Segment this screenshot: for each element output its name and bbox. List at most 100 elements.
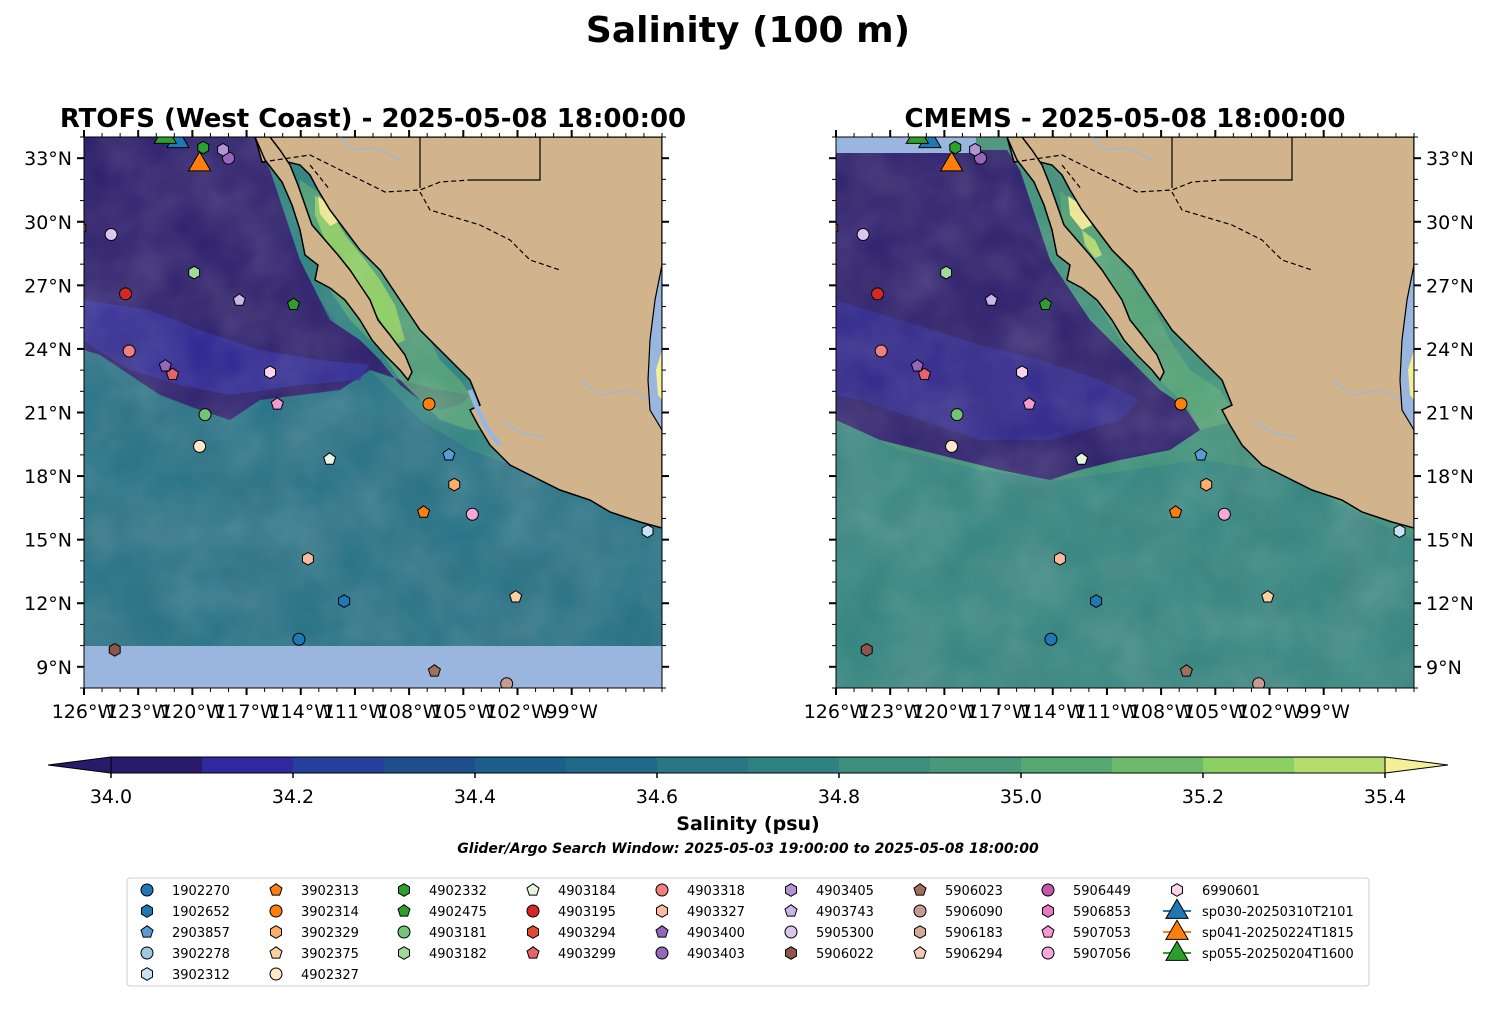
se-high-salinity — [1408, 350, 1414, 400]
legend-marker — [1165, 919, 1189, 940]
x-tick-label: 111°W — [323, 701, 388, 723]
x-tick-label: 117°W — [214, 701, 279, 723]
map-area — [836, 137, 1414, 688]
marker-4903327 — [302, 551, 314, 566]
legend-marker — [397, 925, 411, 939]
legend-item: 2903857 — [140, 925, 230, 941]
legend-item: 4903182 — [398, 946, 487, 962]
legend-marker — [914, 925, 926, 939]
search-window-label: Glider/Argo Search Window: 2025-05-03 19… — [457, 841, 1039, 857]
x-tick-label: 114°W — [1020, 701, 1085, 723]
x-tick-label: 126°W — [804, 701, 869, 723]
legend-label: 1902652 — [172, 905, 230, 920]
legend-item: sp030-20250310T2101 — [1163, 898, 1354, 920]
marker-3902278 — [665, 527, 677, 539]
marker-4903184 — [1075, 452, 1089, 465]
colorbar-segment — [930, 757, 1022, 773]
x-tick-label: 117°W — [966, 701, 1031, 723]
legend-label: 3902314 — [301, 905, 359, 920]
legend-item: 5906853 — [1042, 904, 1131, 920]
legend-item: 6990601 — [1171, 883, 1260, 899]
legend-marker — [913, 946, 927, 959]
colorbar-segment — [1021, 757, 1113, 773]
legend-label: sp030-20250310T2101 — [1202, 905, 1354, 920]
y-tick-label: 9°N — [36, 657, 72, 679]
marker-5907056 — [465, 507, 479, 521]
legend-marker — [397, 904, 411, 917]
marker-3902314 — [1174, 397, 1188, 411]
x-tick-label: 102°W — [485, 701, 550, 723]
marker-4903182 — [940, 265, 953, 280]
y-tick-label: 33°N — [1426, 148, 1474, 170]
marker-4903195 — [119, 287, 133, 301]
legend-item: 4903743 — [784, 904, 874, 920]
colorbar-tick-label: 34.2 — [272, 786, 314, 808]
marker-sp055-20250204T1600 — [153, 137, 178, 144]
x-tick-label: 111°W — [1075, 701, 1140, 723]
marker-4903195 — [871, 287, 885, 301]
legend-label: 5906294 — [945, 947, 1003, 962]
x-tick-label: 120°W — [160, 701, 225, 723]
colorbar-segment — [384, 757, 476, 773]
legend-item: 4903405 — [785, 883, 874, 899]
colorbar-tick-label: 35.2 — [1182, 786, 1224, 808]
legend-label: 6990601 — [1202, 884, 1260, 899]
legend-marker — [655, 946, 669, 960]
marker-4903327 — [1054, 551, 1066, 566]
legend-marker — [269, 904, 283, 918]
marker-1902270 — [292, 632, 306, 646]
legend-frame — [126, 877, 1370, 987]
legend-marker — [785, 883, 797, 897]
marker-sp041-20250224T1815 — [187, 150, 212, 172]
legend: 1902270 1902652 2903857 3902278 3902312 39023… — [126, 877, 1370, 987]
marker-3902329 — [1200, 477, 1213, 492]
legend-label: 5906449 — [1073, 884, 1131, 899]
legend-label: 3902278 — [172, 947, 230, 962]
x-tick-label: 108°W — [1129, 701, 1194, 723]
marker-1902652 — [338, 594, 351, 608]
legend-marker — [398, 946, 410, 960]
x-tick-label: 120°W — [912, 701, 977, 723]
legend-item: sp055-20250204T1600 — [1163, 940, 1354, 962]
colorbar-segment — [839, 757, 931, 773]
legend-item: 3902314 — [269, 904, 359, 920]
colorbar-segment — [475, 757, 567, 773]
rivers — [339, 137, 651, 439]
legend-marker — [140, 925, 154, 938]
marker-3902375 — [509, 589, 523, 603]
legend-label: 5905300 — [816, 926, 874, 941]
marker-3902314 — [422, 397, 436, 411]
state-borders — [1013, 154, 1313, 271]
legend-marker — [526, 883, 540, 896]
marker-4902475 — [286, 297, 301, 310]
y-tick-label: 15°N — [1426, 530, 1474, 552]
legend-label: 4903327 — [687, 905, 745, 920]
land-baja — [254, 137, 413, 382]
colorbar-tick-label: 34.0 — [90, 786, 132, 808]
legend-label: 1902270 — [172, 884, 230, 899]
legend-label: 4903400 — [687, 926, 745, 941]
land-baja — [1006, 137, 1165, 382]
legend-item: 4902327 — [269, 967, 359, 983]
legend-item: 4902475 — [397, 904, 487, 920]
rivers — [1091, 137, 1403, 439]
marker-2903857 — [442, 447, 456, 461]
legend-item: 5906449 — [1041, 883, 1131, 899]
colorbar-tick-label: 34.4 — [454, 786, 496, 808]
marker-5906090 — [500, 677, 514, 688]
map-area — [84, 137, 677, 688]
legend-marker — [141, 967, 153, 981]
legend-item: 4903327 — [656, 904, 745, 920]
y-tick-label: 9°N — [1426, 657, 1462, 679]
marker-4902332 — [197, 140, 210, 155]
legend-marker — [269, 883, 283, 896]
colorbar-extend-high — [1384, 756, 1449, 774]
colorbar-tick-label: 34.6 — [636, 786, 678, 808]
y-tick-label: 27°N — [1426, 275, 1474, 297]
legend-label: 5906853 — [1073, 905, 1131, 920]
legend-items: 1902270 1902652 2903857 3902278 3902312 39023… — [140, 883, 1354, 983]
legend-label: 3902312 — [172, 968, 230, 983]
legend-marker — [1165, 898, 1189, 919]
legend-label: 4903182 — [429, 947, 487, 962]
legend-item: 4903318 — [655, 883, 745, 899]
